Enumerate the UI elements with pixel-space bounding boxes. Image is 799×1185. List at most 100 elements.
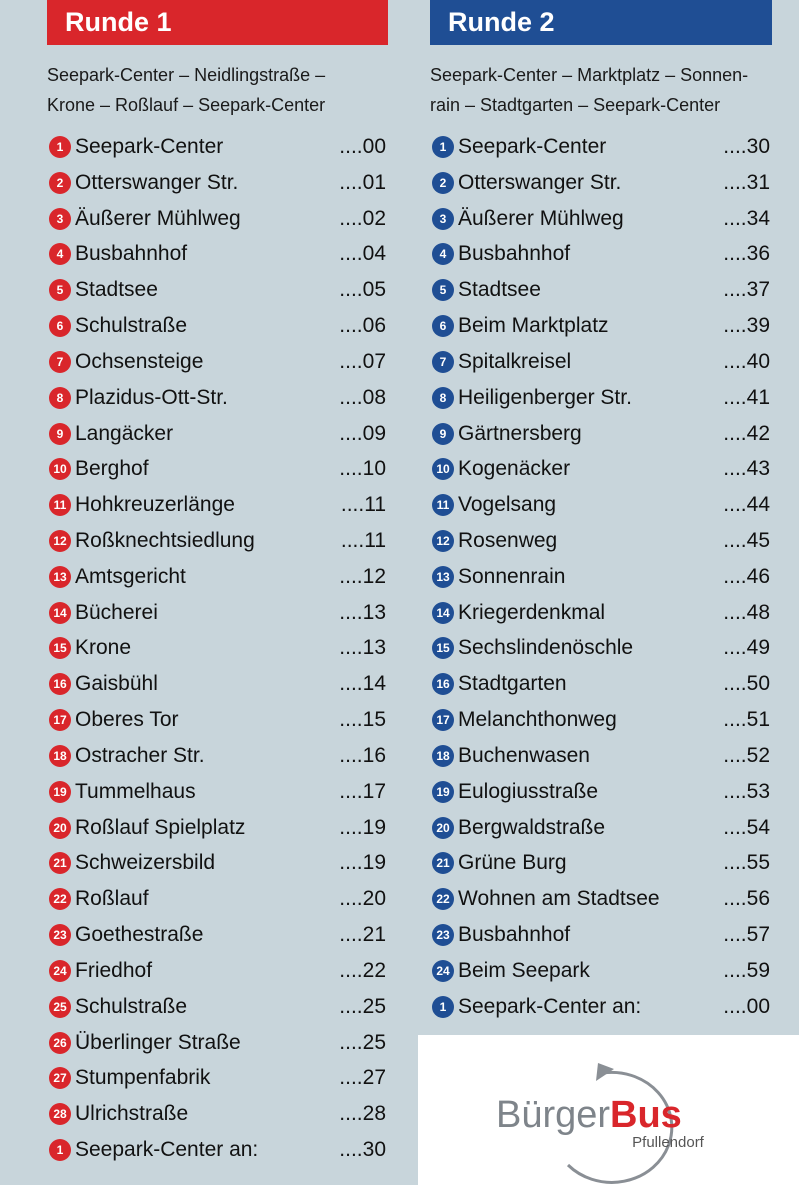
stop-row: 15 Krone ....13 [49, 632, 386, 664]
stop-row: 18 Buchenwasen ....52 [432, 740, 770, 772]
stop-row: 20 Roßlauf Spielplatz ....19 [49, 812, 386, 844]
stop-name: Stadtsee [75, 278, 158, 302]
stop-row: 27 Stumpenfabrik ....27 [49, 1062, 386, 1094]
stop-time: ....30 [339, 1137, 386, 1161]
stop-time: ....53 [723, 779, 770, 803]
stop-number: 11 [432, 494, 454, 517]
stop-row: 22 Roßlauf ....20 [49, 883, 386, 915]
stop-row: 12 Rosenweg ....45 [432, 525, 770, 557]
stop-row: 3 Äußerer Mühlweg ....02 [49, 203, 386, 235]
stop-row: 10 Berghof ....10 [49, 453, 386, 485]
stop-row: 11 Vogelsang ....44 [432, 489, 770, 521]
stop-time: ....46 [723, 564, 770, 588]
stop-time: ....07 [339, 349, 386, 373]
stop-name: Wohnen am Stadtsee [458, 887, 660, 911]
route-line: rain – Stadtgarten – Seepark-Center [430, 95, 721, 115]
stop-name: Langäcker [75, 421, 174, 445]
stop-time: ....13 [339, 600, 386, 624]
stop-time: ....39 [723, 314, 770, 338]
stop-row: 20 Bergwaldstraße ....54 [432, 812, 770, 844]
stop-time: ....02 [339, 206, 386, 230]
stop-row: 28 Ulrichstraße ....28 [49, 1098, 386, 1130]
stop-row: 9 Langäcker ....09 [49, 418, 386, 450]
stop-name: Seepark-Center an: [75, 1137, 259, 1161]
stop-row: 17 Melanchthonweg ....51 [432, 704, 770, 736]
stop-number: 16 [49, 673, 71, 696]
stop-name: Eulogiusstraße [458, 779, 599, 803]
stop-number: 1 [49, 1138, 71, 1161]
route-line: Seepark-Center – Neidlingstraße – [47, 65, 326, 85]
stop-time: ....45 [723, 529, 770, 553]
stop-number: 19 [49, 780, 71, 803]
stop-number: 10 [432, 458, 454, 481]
stop-number: 10 [49, 458, 71, 481]
stop-row: 7 Spitalkreisel ....40 [432, 346, 770, 378]
route-line: Krone – Roßlauf – Seepark-Center [47, 95, 326, 115]
stop-row: 2 Otterswanger Str. ....01 [49, 167, 386, 199]
stop-time: ....25 [339, 994, 386, 1018]
stop-time: ....25 [339, 1030, 386, 1054]
stop-name: Beim Seepark [458, 958, 590, 982]
stop-time: ....13 [339, 636, 386, 660]
stop-row: 4 Busbahnhof ....36 [432, 238, 770, 270]
stop-row: 19 Eulogiusstraße ....53 [432, 776, 770, 808]
stop-name: Ochsensteige [75, 349, 204, 373]
stop-name: Stadtgarten [458, 672, 567, 696]
stop-time: ....21 [339, 923, 386, 947]
stop-name: Sechslindenöschle [458, 636, 634, 660]
stop-number: 23 [49, 924, 71, 947]
stop-time: ....34 [723, 206, 770, 230]
stop-row: 17 Oberes Tor ....15 [49, 704, 386, 736]
stop-name: Oberes Tor [75, 708, 179, 732]
stop-time: ....19 [339, 815, 386, 839]
stop-row: 6 Schulstraße ....06 [49, 310, 386, 342]
stop-row: 14 Bücherei ....13 [49, 597, 386, 629]
stop-row: 13 Sonnenrain ....46 [432, 561, 770, 593]
stop-number: 22 [432, 888, 454, 911]
stop-row: 1 Seepark-Center an: ....00 [432, 991, 770, 1023]
stop-number: 22 [49, 888, 71, 911]
stop-name: Vogelsang [458, 493, 557, 517]
stop-time: ....43 [723, 457, 770, 481]
stop-name: Gärtnersberg [458, 421, 582, 445]
stop-number: 5 [49, 279, 71, 302]
stop-name: Ulrichstraße [75, 1102, 189, 1126]
stop-name: Bücherei [75, 600, 158, 624]
stop-row: 16 Stadtgarten ....50 [432, 668, 770, 700]
stop-number: 14 [432, 601, 454, 624]
stop-time: ....52 [723, 743, 770, 767]
stop-time: ....06 [339, 314, 386, 338]
stop-name: Buchenwasen [458, 743, 590, 767]
stop-name: Ostracher Str. [75, 743, 205, 767]
stop-number: 13 [432, 565, 454, 588]
stop-name: Berghof [75, 457, 149, 481]
stop-number: 15 [49, 637, 71, 660]
stop-time: ....30 [723, 135, 770, 158]
stop-name: Busbahnhof [458, 923, 571, 947]
stop-number: 26 [49, 1031, 71, 1054]
stop-row: 23 Busbahnhof ....57 [432, 919, 770, 951]
stop-row: 26 Überlinger Straße ....25 [49, 1027, 386, 1059]
stop-row: 21 Schweizersbild ....19 [49, 847, 386, 879]
stop-row: 18 Ostracher Str. ....16 [49, 740, 386, 772]
stop-number: 1 [49, 136, 71, 158]
stop-name: Busbahnhof [458, 242, 571, 266]
logo-arrow [596, 1063, 614, 1081]
stop-name: Äußerer Mühlweg [75, 206, 241, 230]
column-title: Runde 2 [430, 0, 772, 45]
stop-row: 3 Äußerer Mühlweg ....34 [432, 203, 770, 235]
stop-time: ....09 [339, 421, 386, 445]
stop-name: Seepark-Center [458, 135, 607, 158]
stop-time: ....01 [339, 170, 386, 194]
stop-row: 1 Seepark-Center ....00 [49, 131, 386, 163]
stop-number: 12 [432, 530, 454, 553]
stop-name: Heiligenberger Str. [458, 385, 632, 409]
stop-name: Seepark-Center an: [458, 994, 642, 1018]
stop-name: Schweizersbild [75, 851, 216, 875]
stop-time: ....48 [723, 600, 770, 624]
stop-number: 6 [432, 315, 454, 338]
stop-number: 21 [49, 852, 71, 875]
stop-number: 18 [432, 744, 454, 767]
logo-arc [566, 1070, 674, 1184]
